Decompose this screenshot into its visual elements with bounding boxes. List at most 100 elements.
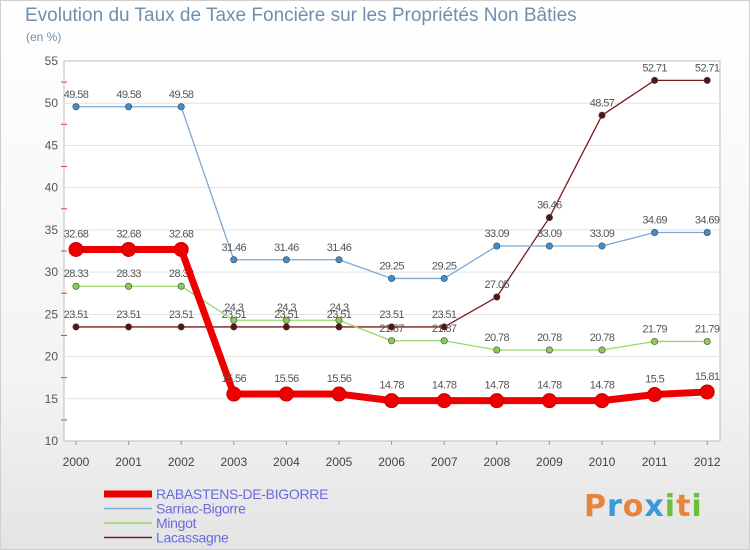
data-label-sarriac-bigorre-2004: 31.46 [274, 242, 299, 254]
point-lacassagne-2008 [493, 293, 501, 301]
point-lacassagne-2005 [335, 323, 343, 331]
data-label-mingot-2009: 20.78 [537, 332, 562, 344]
data-label-rabastens-de-bigorre-2008: 14.78 [485, 380, 510, 392]
point-mingot-2000 [72, 282, 80, 290]
point-rabastens-de-bigorre-2007 [436, 393, 452, 409]
point-rabastens-de-bigorre-2004 [278, 386, 294, 402]
logo-letter: t [676, 489, 692, 524]
point-sarriac-bigorre-2007 [440, 274, 448, 282]
data-label-rabastens-de-bigorre-2009: 14.78 [537, 380, 562, 392]
data-label-rabastens-de-bigorre-2002: 32.68 [169, 228, 194, 240]
point-rabastens-de-bigorre-2003 [226, 386, 242, 402]
data-label-sarriac-bigorre-2010: 33.09 [590, 228, 615, 240]
point-mingot-2002 [177, 282, 185, 290]
data-label-lacassagne-2009: 36.46 [537, 200, 562, 212]
point-lacassagne-2007 [440, 323, 448, 331]
x-tick-label-2005: 2005 [326, 455, 353, 469]
data-label-lacassagne-2007: 23.51 [432, 309, 457, 321]
data-label-lacassagne-2010: 48.57 [590, 97, 615, 109]
point-mingot-2001 [125, 282, 133, 290]
data-label-mingot-2003: 24.3 [224, 302, 243, 314]
y-tick-label-15: 15 [45, 392, 59, 406]
legend-label-sarriac-bigorre: Sarriac-Bigorre [156, 501, 246, 517]
legend-label-lacassagne: Lacassagne [156, 530, 229, 546]
data-label-mingot-2004: 24.3 [277, 302, 296, 314]
point-lacassagne-2009 [545, 214, 553, 222]
legend-label-rabastens-de-bigorre: RABASTENS-DE-BIGORRE [156, 486, 328, 502]
point-lacassagne-2000 [72, 323, 80, 331]
data-label-mingot-2005: 24.3 [329, 302, 348, 314]
point-lacassagne-2001 [125, 323, 133, 331]
point-sarriac-bigorre-2010 [598, 242, 606, 250]
point-mingot-2011 [651, 337, 659, 345]
data-label-lacassagne-2002: 23.51 [169, 309, 194, 321]
y-tick-label-50: 50 [45, 96, 59, 110]
logo-letter: P [584, 489, 607, 524]
y-tick-label-40: 40 [45, 181, 59, 195]
data-label-sarriac-bigorre-2000: 49.58 [64, 89, 89, 101]
point-rabastens-de-bigorre-2005 [331, 386, 347, 402]
x-tick-label-2009: 2009 [536, 455, 563, 469]
point-sarriac-bigorre-2005 [335, 256, 343, 264]
data-label-mingot-2011: 21.79 [642, 323, 667, 335]
y-tick-label-55: 55 [45, 54, 59, 68]
point-lacassagne-2010 [598, 111, 606, 119]
data-label-sarriac-bigorre-2011: 34.69 [642, 215, 667, 227]
point-mingot-2012 [703, 337, 711, 345]
logo-letter: i [691, 489, 703, 524]
logo-letter: x [644, 489, 665, 524]
point-lacassagne-2011 [651, 76, 659, 84]
x-tick-label-2000: 2000 [63, 455, 90, 469]
data-label-rabastens-de-bigorre-2001: 32.68 [116, 228, 141, 240]
data-label-lacassagne-2003: 23.51 [222, 309, 247, 321]
point-sarriac-bigorre-2009 [545, 242, 553, 250]
data-label-mingot-2012: 21.79 [695, 323, 720, 335]
y-tick-label-35: 35 [45, 223, 59, 237]
data-label-sarriac-bigorre-2012: 34.69 [695, 215, 720, 227]
data-label-lacassagne-2004: 23.51 [274, 309, 299, 321]
point-rabastens-de-bigorre-2012 [699, 384, 715, 400]
y-tick-label-45: 45 [45, 138, 59, 152]
point-lacassagne-2002 [177, 323, 185, 331]
x-tick-label-2003: 2003 [220, 455, 247, 469]
x-tick-label-2006: 2006 [378, 455, 405, 469]
point-sarriac-bigorre-2011 [651, 229, 659, 237]
data-label-sarriac-bigorre-2005: 31.46 [327, 242, 352, 254]
x-tick-label-2008: 2008 [483, 455, 510, 469]
data-label-sarriac-bigorre-2006: 29.25 [379, 260, 404, 272]
x-tick-label-2004: 2004 [273, 455, 300, 469]
point-mingot-2010 [598, 346, 606, 354]
data-label-sarriac-bigorre-2003: 31.46 [222, 242, 247, 254]
x-tick-label-2001: 2001 [115, 455, 142, 469]
y-unit-label: (en %) [26, 30, 62, 44]
point-rabastens-de-bigorre-2002 [173, 241, 189, 257]
data-label-rabastens-de-bigorre-2006: 14.78 [379, 380, 404, 392]
data-label-lacassagne-2012: 52.71 [695, 62, 720, 74]
point-rabastens-de-bigorre-2010 [594, 393, 610, 409]
point-mingot-2005 [335, 316, 343, 324]
data-label-lacassagne-2005: 23.51 [327, 309, 352, 321]
data-label-lacassagne-2006: 23.51 [379, 309, 404, 321]
point-lacassagne-2004 [282, 323, 290, 331]
data-label-sarriac-bigorre-2002: 49.58 [169, 89, 194, 101]
point-rabastens-de-bigorre-2009 [541, 393, 557, 409]
point-mingot-2008 [493, 346, 501, 354]
logo-letter: r [607, 489, 623, 524]
point-sarriac-bigorre-2003 [230, 256, 238, 264]
data-label-sarriac-bigorre-2008: 33.09 [485, 228, 510, 240]
data-label-rabastens-de-bigorre-2004: 15.56 [274, 373, 299, 385]
x-tick-label-2007: 2007 [431, 455, 458, 469]
logo-letter: o [622, 489, 645, 524]
data-label-mingot-2008: 20.78 [485, 332, 510, 344]
legend-label-mingot: Mingot [156, 515, 197, 531]
data-label-mingot-2007: 21.87 [432, 323, 457, 335]
data-label-sarriac-bigorre-2009: 33.09 [537, 228, 562, 240]
y-tick-label-20: 20 [45, 350, 59, 364]
point-sarriac-bigorre-2004 [282, 256, 290, 264]
point-rabastens-de-bigorre-2000 [68, 241, 84, 257]
data-label-lacassagne-2011: 52.71 [642, 62, 667, 74]
point-lacassagne-2012 [703, 76, 711, 84]
data-label-rabastens-de-bigorre-2007: 14.78 [432, 380, 457, 392]
data-label-rabastens-de-bigorre-2000: 32.68 [64, 228, 89, 240]
